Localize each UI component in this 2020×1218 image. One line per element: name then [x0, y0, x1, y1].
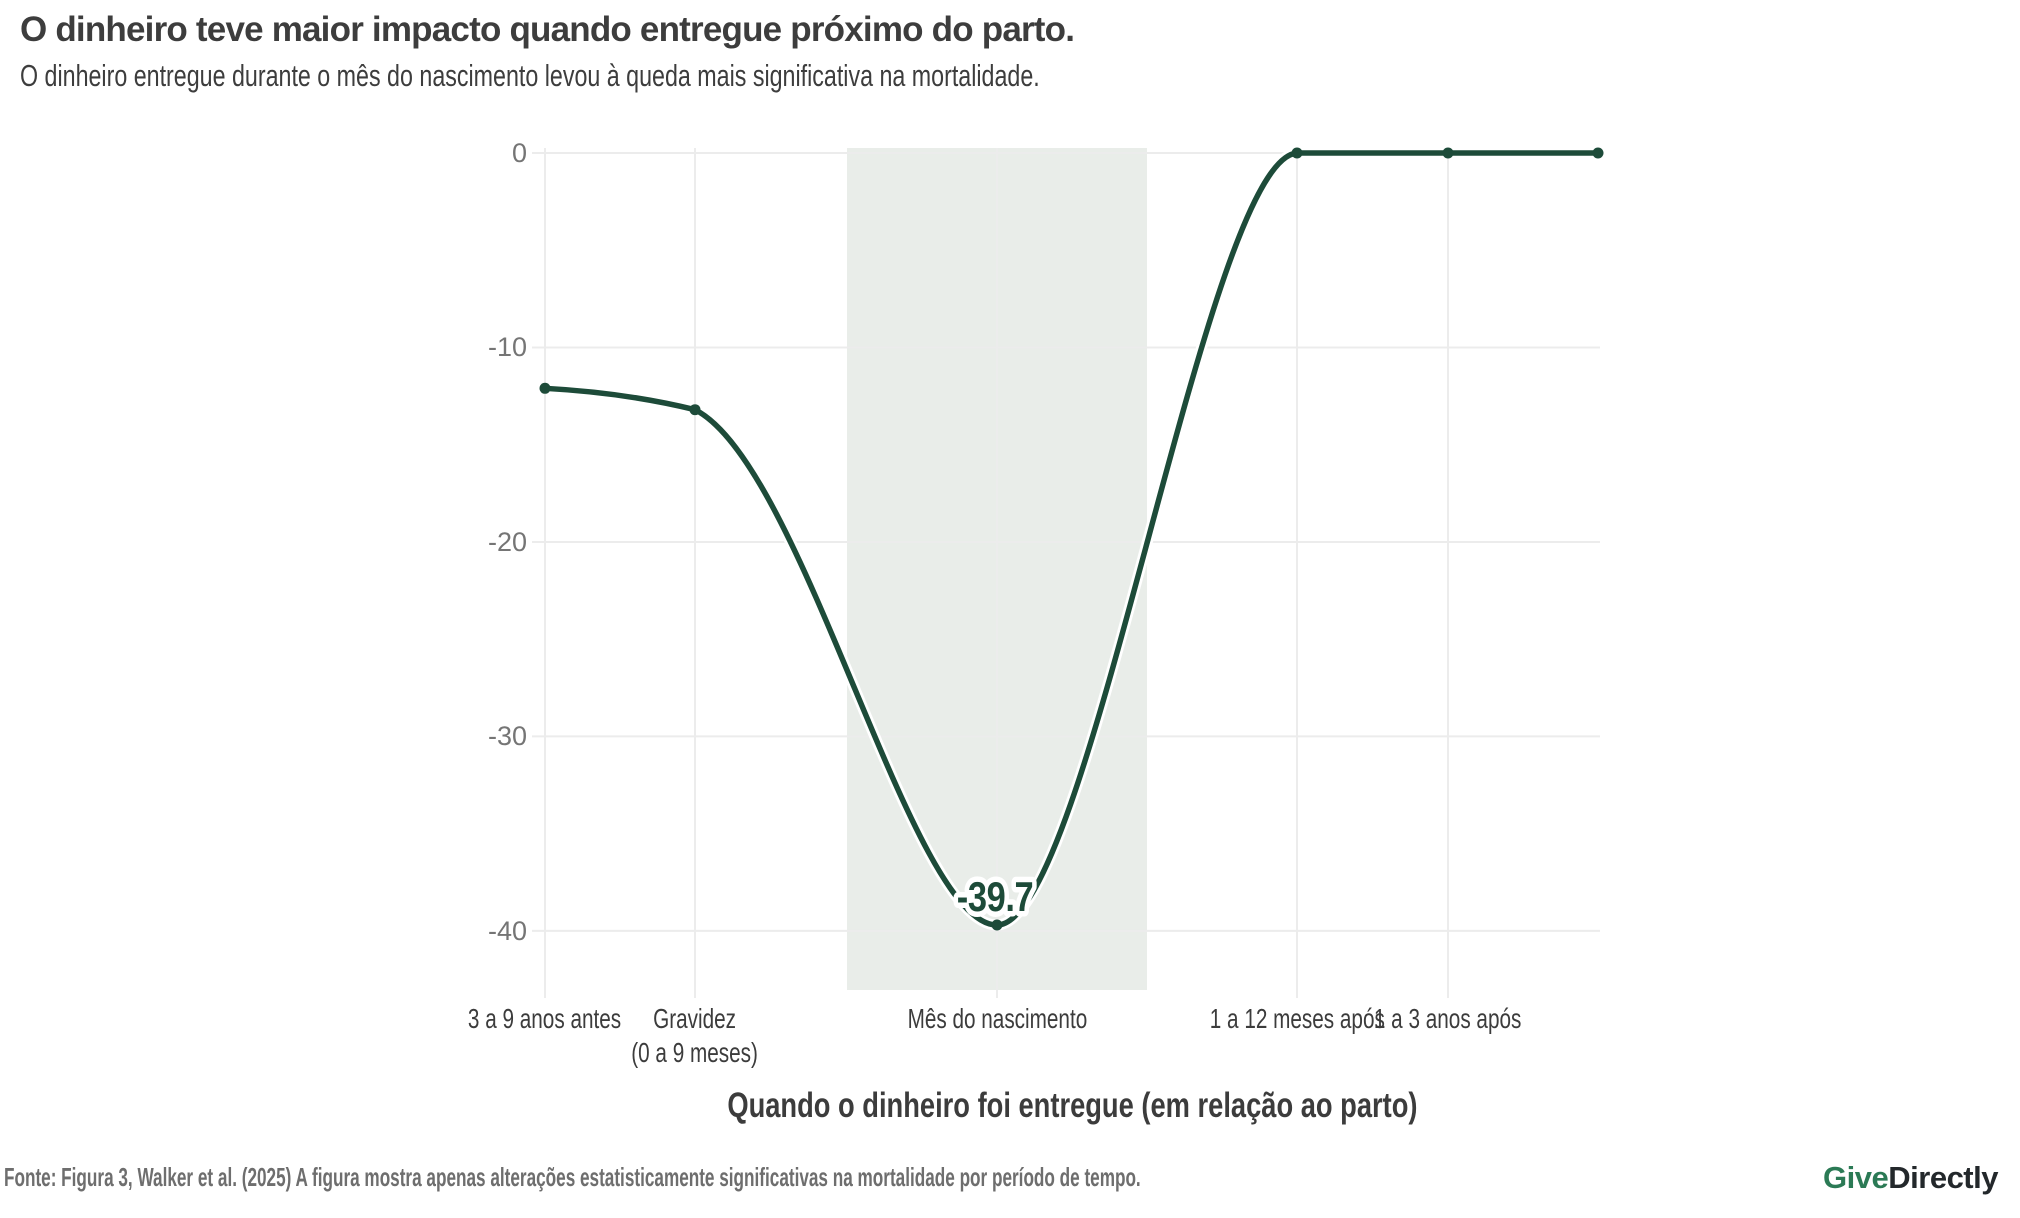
y-tick-label: -30 [487, 721, 527, 752]
x-axis-title: Quando o dinheiro foi entregue (em relaç… [572, 1086, 1572, 1126]
x-tick-label: 1 a 12 meses após [1209, 1003, 1385, 1034]
y-tick-label: 0 [511, 138, 527, 168]
x-tick-label: 3 a 9 anos antes [468, 1003, 622, 1034]
chart-title: O dinheiro teve maior impacto quando ent… [20, 10, 1075, 49]
givedirectly-logo: GiveDirectly [1823, 1160, 1998, 1196]
source-note-text: Fonte: Figura 3, Walker et al. (2025) A … [4, 1162, 1141, 1192]
min-value-label: -39.7 [957, 874, 1033, 921]
data-point [1442, 147, 1454, 159]
data-point [1291, 147, 1303, 159]
data-point [991, 919, 1003, 931]
data-point [1592, 147, 1604, 159]
x-tick-label: Gravidez (0 a 9 meses) [631, 1003, 759, 1068]
logo-give: Give [1823, 1160, 1889, 1195]
y-tick-label: -40 [487, 915, 527, 946]
x-tick-label: Mês do nascimento [907, 1003, 1087, 1034]
chart-subtitle-text: O dinheiro entregue durante o mês do nas… [20, 58, 1040, 93]
x-tick-label: 1 a 3 anos após [1374, 1003, 1522, 1034]
x-axis-title-text: Quando o dinheiro foi entregue (em relaç… [726, 1086, 1418, 1125]
source-note: Fonte: Figura 3, Walker et al. (2025) A … [4, 1162, 1726, 1193]
logo-directly: Directly [1888, 1160, 1998, 1195]
mortality-line [542, 150, 1601, 928]
data-point [689, 404, 701, 416]
chart-subtitle: O dinheiro entregue durante o mês do nas… [20, 58, 1380, 94]
data-point [539, 382, 551, 394]
y-tick-label: -20 [487, 526, 527, 557]
y-tick-label: -10 [487, 332, 527, 363]
